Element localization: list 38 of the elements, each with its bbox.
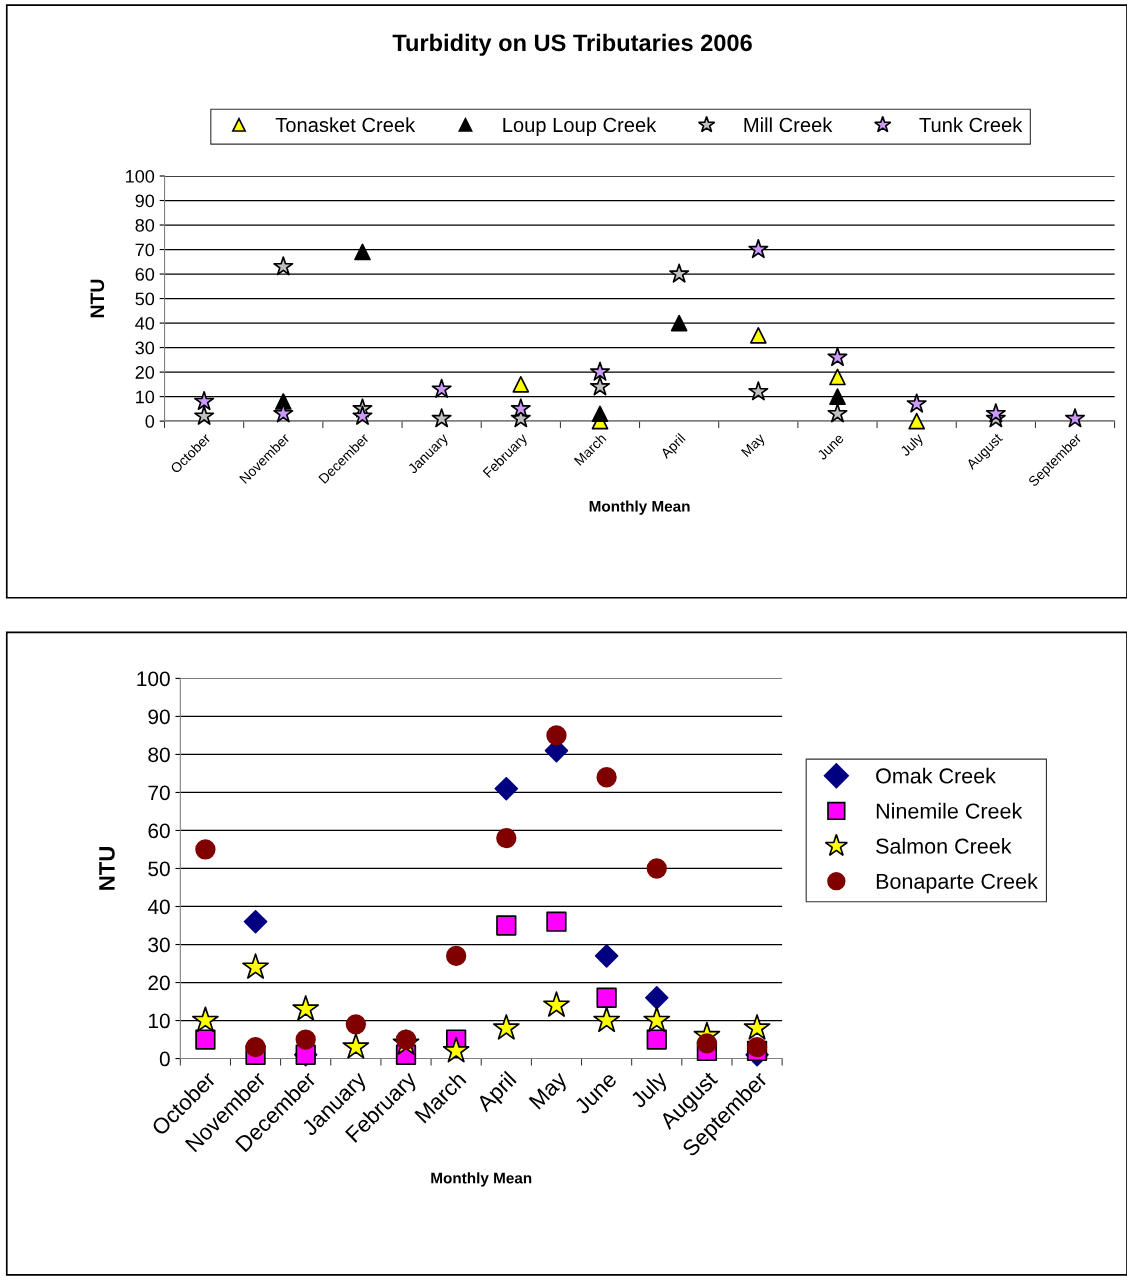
legend-label: Ninemile Creek: [876, 802, 1023, 819]
chart-title: Turbidity on US Tributaries 2006: [392, 33, 752, 56]
y-tick-label: 40: [147, 899, 170, 915]
y-tick-label: 50: [135, 292, 155, 306]
y-axis-title: NTU: [99, 847, 115, 890]
x-axis-title: Monthly Mean: [431, 1172, 532, 1187]
x-tick-label: May: [528, 1070, 572, 1113]
y-tick-label: 80: [148, 747, 170, 763]
y-tick-label: 70: [135, 243, 155, 257]
y-tick-label: 60: [135, 267, 155, 281]
y-tick-label: 20: [135, 366, 155, 379]
x-tick-label: July: [899, 432, 926, 459]
y-tick-label: 30: [148, 937, 170, 953]
y-tick-label: 20: [148, 975, 170, 991]
y-tick-label: 10: [136, 390, 155, 404]
legend-label: Tonasket Creek: [275, 117, 416, 133]
legend-label: Loup Loup Creek: [503, 117, 657, 137]
legend-label: Tunk Creek: [919, 117, 1023, 133]
y-tick-label: 30: [135, 341, 155, 355]
y-tick-label: 10: [149, 1013, 170, 1029]
legend-label: Bonaparte Creek: [876, 873, 1038, 894]
y-tick-label: 0: [145, 415, 155, 428]
legend-label: Omak Creek: [876, 767, 996, 784]
legend-label: Mill Creek: [744, 117, 833, 133]
x-axis-title: Monthly Mean: [589, 500, 690, 515]
y-tick-label: 70: [148, 785, 170, 801]
y-tick-label: 50: [148, 861, 170, 877]
x-tick-label: May: [740, 432, 768, 460]
y-tick-label: 40: [135, 317, 155, 330]
y-tick-label: 90: [135, 194, 155, 208]
y-tick-label: 60: [148, 823, 170, 839]
y-tick-label: 80: [135, 218, 155, 232]
y-tick-label: 100: [126, 169, 155, 183]
y-axis-title: NTU: [90, 279, 105, 318]
legend-label: Salmon Creek: [876, 838, 1012, 854]
y-tick-label: 0: [159, 1051, 170, 1067]
y-tick-label: 90: [148, 709, 170, 725]
y-tick-label: 100: [137, 671, 170, 687]
